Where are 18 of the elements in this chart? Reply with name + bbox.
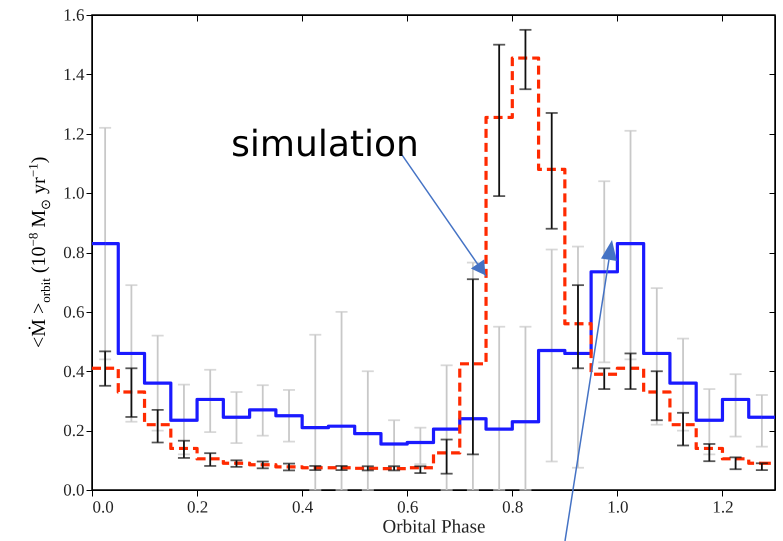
x-tick-label: 0.0: [92, 498, 114, 516]
y-tick-label: 0.4: [63, 362, 85, 381]
x-tick-label: 0.4: [292, 498, 314, 516]
y-tick-label: 0.0: [63, 480, 84, 500]
x-tick-label: 1.0: [607, 498, 629, 516]
y-tick-label: 0.8: [63, 243, 84, 262]
y-tick-label: 1.6: [63, 6, 84, 24]
y-tick-label: 1.0: [63, 184, 84, 203]
annotation: simulation: [231, 124, 419, 165]
x-tick-label: 1.2: [712, 498, 734, 516]
x-tick-label: 0.8: [502, 498, 524, 516]
x-tick-label: 0.2: [186, 498, 208, 516]
x-tick-label: 0.6: [397, 498, 418, 516]
y-tick-label: 1.4: [63, 64, 85, 84]
y-tick-label: 0.6: [63, 302, 84, 322]
y-tick-label: 0.2: [63, 421, 84, 440]
y-tick-label: 1.2: [63, 124, 84, 144]
x-axis-title: Orbital Phase: [382, 516, 486, 538]
